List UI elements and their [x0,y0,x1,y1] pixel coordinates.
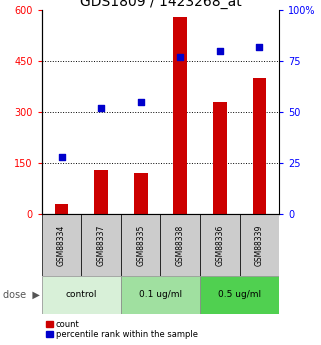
Bar [121,214,160,276]
Text: 0.5 ug/ml: 0.5 ug/ml [218,290,261,299]
Text: control: control [65,290,97,299]
Bar [42,214,81,276]
Text: 0.1 ug/ml: 0.1 ug/ml [139,290,182,299]
Bar [200,214,240,276]
Text: GSM88339: GSM88339 [255,224,264,266]
Bar [94,170,108,214]
Text: GSM88334: GSM88334 [57,224,66,266]
Bar [55,204,68,214]
Point [59,154,64,160]
Bar [134,173,148,214]
Text: GSM88336: GSM88336 [215,224,224,266]
Bar [121,276,200,314]
Bar [200,276,279,314]
Point [178,55,183,60]
Bar [173,17,187,214]
Bar [240,214,279,276]
Bar [253,78,266,214]
Title: GDS1809 / 1423268_at: GDS1809 / 1423268_at [80,0,241,9]
Bar [81,214,121,276]
Text: GSM88335: GSM88335 [136,224,145,266]
Bar [160,214,200,276]
Point [257,44,262,50]
Point [217,48,222,54]
Text: GSM88337: GSM88337 [97,224,106,266]
Bar [213,102,227,214]
Bar [42,276,121,314]
Legend: count, percentile rank within the sample: count, percentile rank within the sample [46,319,198,339]
Point [138,99,143,105]
Text: GSM88338: GSM88338 [176,224,185,266]
Point [99,105,104,111]
Text: dose  ▶: dose ▶ [3,290,40,300]
